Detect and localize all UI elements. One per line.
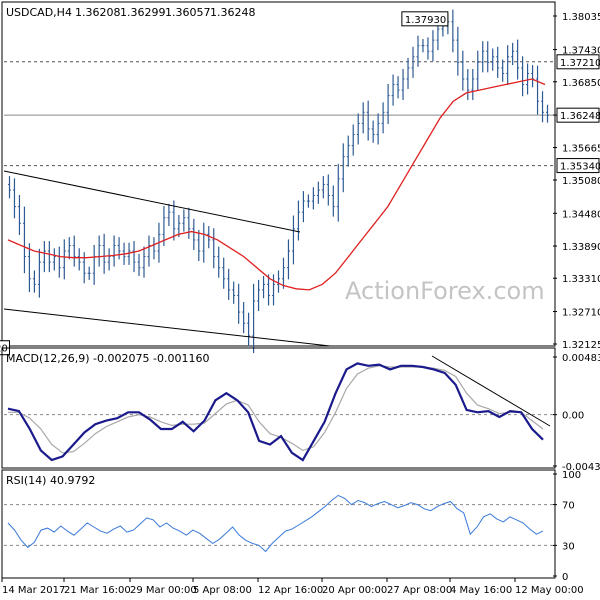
price-panel-frame xyxy=(1,1,556,347)
time-tick-label: 20 Apr 00:00 xyxy=(322,585,387,596)
level-label-box xyxy=(556,54,600,70)
time-tick-label: 27 Apr 08:00 xyxy=(387,585,452,596)
rsi-tick-label: 0 xyxy=(562,572,568,583)
moving-average-line xyxy=(7,78,546,291)
extreme-label: 1.32220 xyxy=(0,344,8,355)
price-tick-label: 1.37430 xyxy=(562,46,600,57)
time-tick-label: 4 May 16:00 xyxy=(450,585,512,596)
macd-line xyxy=(7,362,544,462)
price-tick-label: 1.36850 xyxy=(562,78,600,89)
macd-signal-line xyxy=(8,365,544,454)
time-tick-label: 5 Apr 08:00 xyxy=(193,585,252,596)
time-tick-label: 29 Mar 00:00 xyxy=(130,585,197,596)
macd-title: MACD(12,26,9) -0.002075 -0.001160 xyxy=(6,352,209,365)
macd-tick-label: 0.00 xyxy=(562,411,584,422)
price-open: 1.36208 xyxy=(75,6,121,19)
level-label: 1.37210 xyxy=(560,58,600,69)
rsi-line xyxy=(7,494,544,553)
time-tick-label: 21 Mar 16:00 xyxy=(64,585,131,596)
price-tick-label: 1.35665 xyxy=(562,144,600,155)
extreme-label-box xyxy=(401,11,449,27)
price-tick-label: 1.33310 xyxy=(562,274,600,285)
price-tick-label: 1.33890 xyxy=(562,242,600,253)
level-label: 1.36248 xyxy=(560,111,600,122)
rsi-panel-frame xyxy=(1,469,556,579)
price-tick-label: 1.32710 xyxy=(562,308,600,319)
rsi-tick-label: 70 xyxy=(562,501,575,512)
price-close: 1.36248 xyxy=(210,6,256,19)
rsi-tick-label: 30 xyxy=(562,541,575,552)
level-label-box xyxy=(556,158,600,174)
macd-tick-label: 0.004836 xyxy=(562,353,600,364)
rsi-tick-label: 100 xyxy=(562,470,581,481)
macd-panel: MACD(12,26,9) -0.002075 -0.001160 0.0048… xyxy=(1,347,600,473)
price-tick-label: 1.35080 xyxy=(562,176,600,187)
rsi-panel: RSI(14) 40.9792 100 70 30 0 xyxy=(1,469,581,583)
watermark: ActionForex.com xyxy=(345,277,545,305)
time-tick-label: 12 May 00:00 xyxy=(515,585,584,596)
price-low: 1.36057 xyxy=(165,6,211,19)
price-tick-label: 1.38035 xyxy=(562,12,600,23)
channel-upper-line xyxy=(3,170,301,233)
time-tick-label: 14 Mar 2017 xyxy=(2,585,65,596)
level-label-box xyxy=(556,107,600,123)
macd-panel-frame xyxy=(1,347,556,469)
price-high: 1.36299 xyxy=(120,6,166,19)
time-tick-label: 12 Apr 16:00 xyxy=(258,585,323,596)
price-panel: USDCAD,H4 1.36208 1.36299 1.36057 1.3624… xyxy=(0,1,600,356)
price-tick-label: 1.34480 xyxy=(562,209,600,220)
price-tick-label: 1.32125 xyxy=(562,340,600,351)
macd-tick-label: -0.004307 xyxy=(562,462,600,473)
level-label: 1.35340 xyxy=(560,162,600,173)
macd-trendline xyxy=(431,355,551,427)
channel-lower-line xyxy=(3,308,331,347)
extreme-label: 1.37930 xyxy=(405,15,446,26)
rsi-title: RSI(14) 40.9792 xyxy=(6,474,95,487)
price-title: USDCAD,H4 xyxy=(6,6,72,19)
